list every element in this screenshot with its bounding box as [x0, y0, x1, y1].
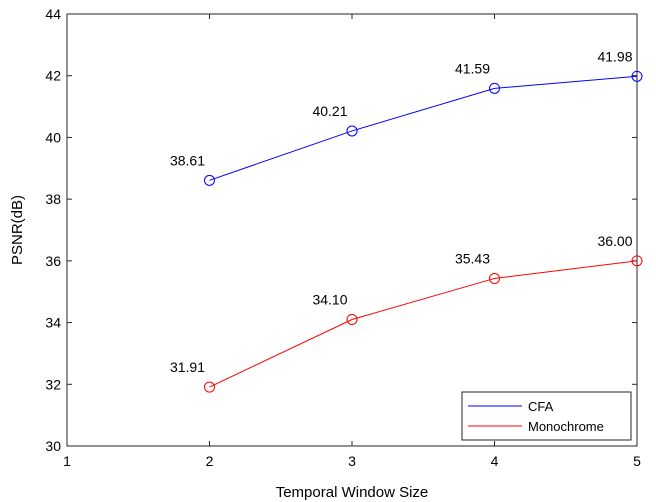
data-point	[346, 313, 358, 325]
series-line-cfa	[209, 75, 638, 181]
series-line-monochrome	[209, 260, 638, 388]
y-tick-label: 38	[45, 191, 61, 207]
x-tick-label: 4	[491, 453, 499, 469]
y-tick-label: 34	[45, 315, 61, 331]
data-label: 41.98	[597, 48, 632, 64]
x-axis-label: Temporal Window Size	[276, 484, 429, 501]
y-tick-label: 44	[45, 6, 61, 22]
data-point	[204, 174, 215, 186]
data-label: 36.00	[597, 233, 632, 249]
data-point	[204, 381, 215, 393]
x-tick-label: 5	[633, 453, 641, 469]
legend-label: Monochrome	[528, 419, 604, 434]
legend-box	[461, 391, 632, 441]
data-label: 31.91	[170, 359, 205, 375]
y-tick-label: 30	[45, 438, 61, 454]
data-point	[489, 82, 500, 94]
data-point	[631, 255, 643, 267]
plot-area	[66, 13, 638, 447]
data-labels: 38.61 40.21 41.59 41.98 31.91 34.10 35.43 36.00	[170, 48, 633, 375]
x-tick-label: 2	[206, 453, 214, 469]
data-label: 35.43	[455, 250, 490, 266]
y-tick-label: 40	[45, 129, 61, 145]
data-label: 38.61	[170, 152, 205, 168]
x-tick-label: 1	[63, 453, 71, 469]
data-label: 34.10	[312, 291, 347, 307]
data-point	[489, 272, 500, 284]
y-axis-label: PSNR(dB)	[9, 195, 26, 265]
y-tick-label: 42	[45, 68, 61, 84]
data-point	[346, 125, 358, 137]
y-tick-label: 36	[45, 253, 61, 269]
data-point	[631, 70, 643, 82]
legend: CFA Monochrome	[461, 391, 632, 441]
data-label: 41.59	[455, 60, 490, 76]
data-label: 40.21	[312, 103, 347, 119]
series-group	[204, 70, 643, 393]
y-tick-label: 32	[45, 376, 61, 392]
x-tick-label: 3	[348, 453, 356, 469]
legend-label: CFA	[528, 399, 554, 414]
